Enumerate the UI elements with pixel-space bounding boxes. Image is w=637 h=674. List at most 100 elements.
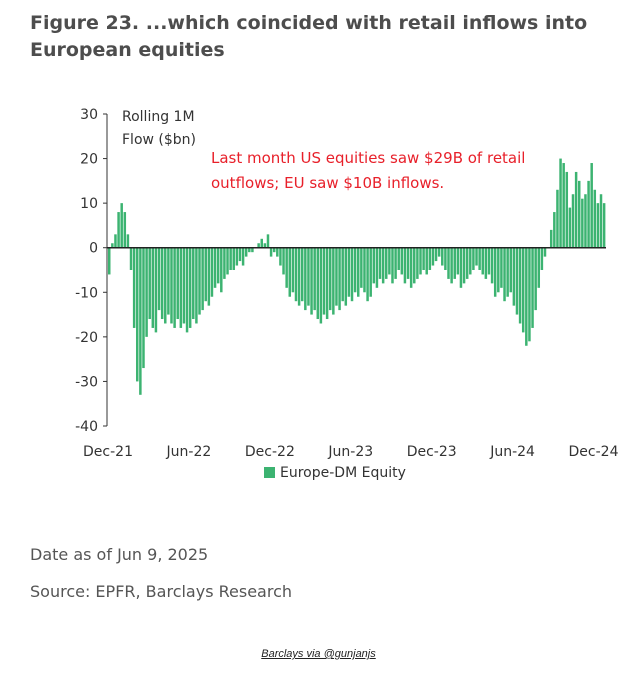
bar: [425, 247, 428, 275]
bar: [372, 247, 376, 284]
bar: [397, 247, 400, 270]
bar: [142, 247, 145, 369]
bar: [419, 247, 422, 275]
bar: [565, 171, 569, 248]
bar: [248, 247, 251, 253]
bar: [518, 247, 522, 324]
chart-annotation-line2: outflows; EU saw $10B inflows.: [211, 174, 444, 192]
bar: [139, 247, 142, 395]
bar: [559, 158, 562, 248]
bar: [195, 247, 198, 324]
bar: [363, 247, 366, 293]
bar: [170, 247, 173, 324]
bar: [235, 247, 239, 266]
figure-title: Figure 23. ...which coincided with retai…: [30, 12, 588, 61]
bar: [164, 247, 167, 324]
chart-annotation-line1: Last month US equities saw $29B of retai…: [211, 149, 525, 167]
bar: [341, 247, 344, 302]
bar: [297, 247, 301, 306]
bar: [220, 247, 223, 293]
bar: [503, 247, 506, 302]
bar: [472, 247, 475, 270]
bar: [257, 243, 260, 248]
x-tick-label: Dec-21: [83, 444, 133, 460]
bar: [366, 247, 369, 302]
bar: [531, 247, 534, 328]
bar: [300, 247, 304, 302]
y-axis-label-line2: Flow ($bn): [122, 132, 196, 148]
bar: [210, 247, 214, 297]
bar: [540, 247, 544, 270]
bar: [353, 247, 357, 293]
credit-link[interactable]: Barclays via @gunjanjs: [261, 648, 376, 660]
bar: [276, 247, 279, 257]
bar: [108, 247, 111, 275]
bar: [437, 247, 441, 257]
bar: [179, 247, 183, 328]
bar: [512, 247, 516, 306]
bar: [596, 203, 600, 248]
bar: [294, 247, 298, 302]
bar: [574, 171, 578, 248]
bar: [338, 247, 341, 311]
x-tick-label: Jun-24: [489, 444, 535, 460]
bar: [347, 247, 351, 297]
bar: [319, 247, 323, 324]
bar: [475, 247, 478, 266]
bar: [571, 194, 575, 248]
bar: [316, 247, 320, 320]
bar: [117, 212, 120, 248]
bar: [459, 247, 463, 288]
y-axis: 30 20 10 0 -10 -20 -30 -40: [75, 107, 108, 435]
bar: [310, 247, 313, 315]
bar: [577, 180, 581, 248]
bar: [188, 247, 192, 328]
bar: [126, 234, 130, 248]
x-tick-label: Jun-23: [327, 444, 373, 460]
bar: [581, 198, 584, 248]
bar: [226, 247, 229, 275]
flows-bar-chart: 30 20 10 0 -10 -20 -30 -40 Dec-21 Jun-22 Dec-22 Ju…: [75, 107, 619, 481]
bar: [266, 234, 270, 248]
bar: [229, 247, 232, 270]
bar: [260, 238, 263, 248]
bar: [434, 247, 438, 262]
bar: [478, 247, 481, 270]
bar: [154, 247, 158, 333]
bar: [599, 194, 603, 248]
bar: [198, 247, 201, 315]
bar: [132, 247, 136, 328]
bar: [509, 247, 512, 293]
bar: [332, 247, 335, 315]
bar: [388, 247, 391, 275]
bar: [263, 243, 267, 248]
bar: [568, 207, 572, 248]
source-note: Source: EPFR, Barclays Research: [30, 582, 293, 601]
bar: [176, 247, 179, 320]
bar: [328, 247, 332, 311]
y-tick-label: 30: [80, 107, 98, 123]
bar: [378, 247, 382, 279]
x-tick-label: Dec-24: [569, 444, 619, 460]
bar: [537, 247, 541, 288]
bar: [313, 247, 316, 311]
bar: [441, 247, 444, 266]
bar: [129, 247, 133, 270]
x-axis: Dec-21 Jun-22 Dec-22 Jun-23 Dec-23 Jun-24 Dec-…: [83, 246, 619, 460]
bar: [497, 247, 500, 293]
bar: [447, 247, 450, 279]
bar: [120, 203, 123, 248]
bar: [304, 247, 307, 311]
bar: [375, 247, 379, 288]
bar: [462, 247, 466, 284]
bar: [391, 247, 394, 284]
bar: [269, 247, 273, 257]
bar: [288, 247, 292, 297]
bar: [223, 247, 226, 279]
y-tick-label: -20: [75, 330, 98, 346]
bar: [549, 229, 553, 248]
bar: [593, 189, 597, 248]
bar: [469, 247, 472, 275]
bar: [285, 247, 288, 288]
bar: [204, 247, 207, 302]
